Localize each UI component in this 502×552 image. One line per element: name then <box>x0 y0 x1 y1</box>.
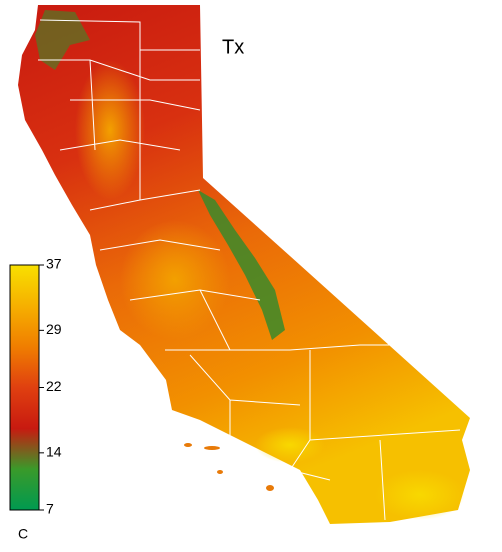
colorbar-ramp <box>9 264 40 511</box>
california-map <box>18 5 470 524</box>
san-joaquin-valley <box>120 220 230 340</box>
inland-basin <box>255 427 325 463</box>
colorbar: C 7 14 22 29 37 <box>9 256 62 542</box>
colorbar-unit: C <box>18 526 28 542</box>
islands <box>184 443 274 491</box>
colorbar-tick-label: 14 <box>46 444 62 460</box>
central-valley <box>75 60 145 200</box>
klamath-highlands <box>35 10 90 70</box>
colorbar-tick-label: 37 <box>46 256 62 272</box>
imperial-desert <box>375 470 465 520</box>
sierra-highlands <box>198 190 285 340</box>
colorbar-tick-label: 7 <box>46 501 54 517</box>
colorbar-tick-label: 29 <box>46 321 62 337</box>
colorbar-tick-label: 22 <box>46 378 62 394</box>
county-lines <box>38 19 461 521</box>
map-title: Tx <box>222 36 244 58</box>
